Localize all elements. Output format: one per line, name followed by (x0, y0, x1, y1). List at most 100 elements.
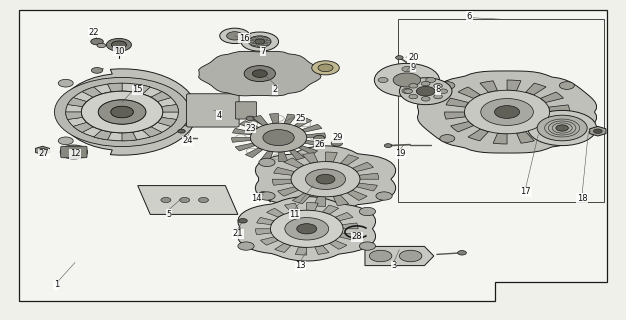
Polygon shape (19, 10, 607, 301)
Circle shape (97, 43, 106, 48)
Circle shape (111, 41, 126, 49)
Circle shape (270, 210, 343, 247)
Text: 4: 4 (217, 111, 222, 120)
Polygon shape (238, 196, 376, 261)
FancyBboxPatch shape (235, 102, 257, 119)
Text: 23: 23 (245, 124, 255, 132)
Polygon shape (255, 146, 396, 212)
Polygon shape (59, 69, 197, 155)
Circle shape (305, 169, 346, 189)
Circle shape (58, 137, 73, 145)
Text: 1: 1 (54, 280, 59, 289)
Polygon shape (260, 237, 279, 245)
Circle shape (265, 40, 270, 43)
Circle shape (263, 43, 268, 46)
Polygon shape (122, 132, 136, 141)
Polygon shape (289, 149, 305, 160)
Text: 8: 8 (436, 85, 441, 94)
Polygon shape (94, 130, 111, 140)
Polygon shape (94, 130, 111, 140)
Text: 16: 16 (239, 34, 249, 43)
Polygon shape (516, 132, 534, 143)
Circle shape (249, 36, 271, 47)
Polygon shape (255, 229, 271, 235)
Circle shape (198, 197, 208, 203)
Polygon shape (533, 125, 556, 137)
Polygon shape (232, 138, 251, 142)
Polygon shape (295, 247, 307, 255)
Polygon shape (339, 233, 357, 240)
Circle shape (528, 110, 597, 146)
Circle shape (69, 150, 78, 154)
Circle shape (263, 37, 268, 40)
Polygon shape (257, 217, 274, 225)
Circle shape (98, 100, 146, 124)
Polygon shape (269, 114, 279, 124)
Polygon shape (162, 105, 178, 112)
Polygon shape (108, 83, 122, 92)
Polygon shape (480, 81, 498, 92)
Circle shape (359, 242, 376, 250)
Circle shape (252, 70, 267, 77)
Text: 24: 24 (183, 136, 193, 145)
Circle shape (81, 91, 163, 133)
Circle shape (250, 123, 307, 152)
Circle shape (378, 77, 388, 83)
Circle shape (593, 129, 602, 133)
Circle shape (318, 64, 333, 72)
Circle shape (369, 250, 392, 262)
Circle shape (91, 68, 103, 73)
Circle shape (440, 135, 455, 142)
Circle shape (259, 192, 275, 200)
Circle shape (246, 116, 255, 121)
Circle shape (285, 218, 329, 240)
Circle shape (359, 207, 376, 216)
Polygon shape (267, 208, 284, 217)
Polygon shape (240, 121, 259, 130)
Circle shape (249, 40, 254, 43)
Polygon shape (292, 193, 310, 204)
Text: 18: 18 (577, 194, 587, 203)
Polygon shape (82, 87, 102, 97)
Text: 12: 12 (70, 149, 80, 158)
Circle shape (161, 197, 171, 203)
Circle shape (39, 148, 46, 152)
Polygon shape (493, 133, 507, 144)
Text: 29: 29 (333, 133, 343, 142)
Circle shape (409, 84, 418, 88)
Circle shape (399, 250, 422, 262)
Polygon shape (333, 195, 349, 206)
Circle shape (263, 130, 294, 146)
Circle shape (426, 77, 436, 83)
Circle shape (178, 129, 185, 133)
Polygon shape (151, 92, 171, 102)
Circle shape (257, 44, 262, 47)
Polygon shape (157, 117, 177, 126)
Circle shape (111, 106, 133, 118)
Text: 10: 10 (114, 47, 124, 56)
Polygon shape (315, 245, 329, 254)
Polygon shape (252, 116, 268, 126)
Polygon shape (133, 84, 150, 94)
Polygon shape (133, 84, 150, 94)
Polygon shape (122, 132, 136, 141)
Polygon shape (277, 187, 299, 196)
Circle shape (384, 144, 392, 148)
Polygon shape (545, 117, 568, 126)
Circle shape (252, 37, 257, 40)
Circle shape (239, 219, 247, 223)
Text: 3: 3 (392, 261, 397, 270)
Circle shape (259, 158, 275, 167)
Circle shape (81, 91, 163, 133)
Circle shape (220, 28, 250, 44)
Circle shape (312, 61, 339, 75)
Circle shape (416, 86, 435, 96)
Polygon shape (590, 126, 606, 136)
Polygon shape (142, 127, 162, 137)
Circle shape (60, 145, 88, 159)
Circle shape (91, 38, 103, 45)
Polygon shape (162, 105, 178, 112)
Polygon shape (245, 148, 263, 157)
Text: 19: 19 (396, 149, 406, 158)
Circle shape (402, 88, 412, 93)
